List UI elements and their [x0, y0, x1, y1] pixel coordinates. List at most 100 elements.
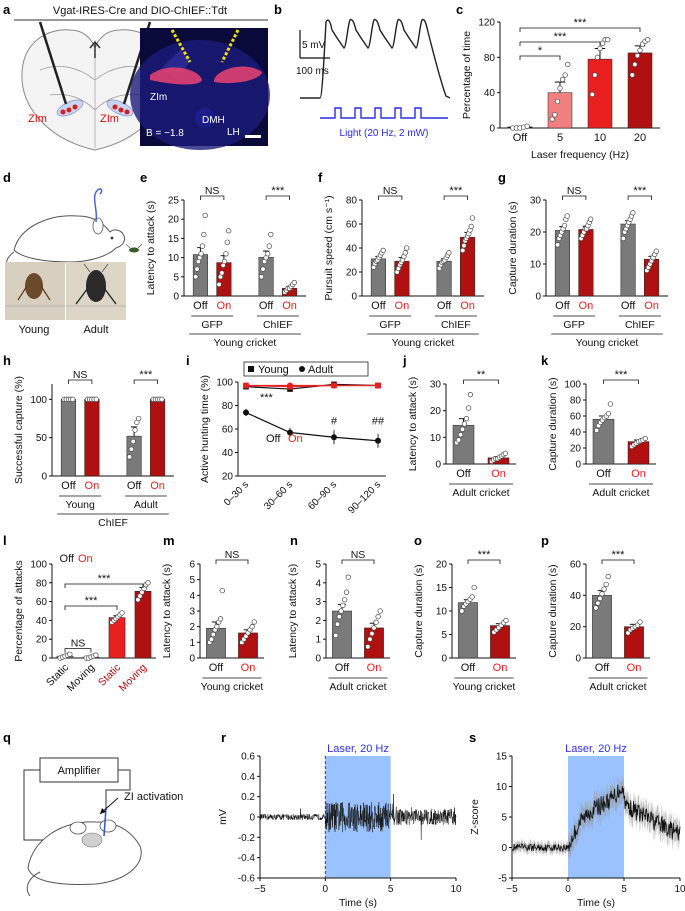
- o-ytick-label: 5: [441, 630, 447, 641]
- k-sig-label: ***: [615, 369, 629, 381]
- l-sig-bracket: [64, 605, 118, 610]
- f-group-label: ChIEF: [441, 319, 471, 331]
- f-xtick-label: Off: [437, 300, 452, 312]
- e-point: [223, 251, 229, 257]
- h-sig-bracket: [133, 379, 158, 384]
- s-ytick-label: 0: [501, 843, 507, 854]
- c-point: [632, 61, 638, 68]
- f-point: [404, 245, 410, 251]
- p-ytick-label: 0: [575, 654, 581, 665]
- l-ylabel: Percentage of attacks: [13, 560, 25, 662]
- l-sig-label: ***: [85, 595, 99, 607]
- c-point: [549, 116, 555, 122]
- l-legend-off: Off: [60, 553, 75, 565]
- h-point: [128, 446, 135, 452]
- s-ylabel: Z-score: [469, 799, 481, 835]
- f-ytick-label: 0: [351, 292, 357, 303]
- l-point: [119, 610, 125, 616]
- n-ytick-label: 0: [315, 654, 321, 665]
- h-group-label: Young: [65, 499, 95, 511]
- m-point: [219, 587, 225, 594]
- f-sig-label: NS: [383, 185, 398, 197]
- f-point: [468, 223, 474, 230]
- n-point: [345, 574, 351, 580]
- s-xtick-label: 0: [565, 884, 571, 895]
- p-ylabel: Capture duration (s): [547, 564, 559, 657]
- membrane-trace: [300, 18, 451, 99]
- i-xtick-label: 60–90 s: [306, 479, 339, 512]
- g-ytick-label: 20: [530, 228, 542, 239]
- m-point: [214, 624, 220, 630]
- i-legend-square: [248, 366, 254, 372]
- h-point: [136, 415, 142, 422]
- amplifier-label: Amplifier: [58, 765, 101, 777]
- g-point: [588, 216, 594, 222]
- h-sig-label: NS: [73, 369, 88, 381]
- g-ytick-label: 30: [530, 196, 542, 207]
- c-bar: [627, 52, 653, 129]
- c-point: [559, 76, 566, 83]
- h-point: [130, 438, 136, 445]
- c-point: [645, 37, 651, 43]
- m-ytick-label: 1: [189, 638, 195, 649]
- panel-label-f: f: [318, 170, 323, 185]
- i-legend-young: Young: [258, 364, 289, 376]
- k-xtick-label: Off: [596, 468, 611, 480]
- k-ytick-label: 60: [570, 412, 582, 423]
- o-point: [459, 608, 465, 614]
- left-zim-label-1: ZIm: [28, 113, 47, 125]
- r-ylabel: mV: [217, 809, 229, 825]
- g-footer: Young cricket: [576, 337, 639, 349]
- h-sig-label: ***: [139, 369, 153, 381]
- i-annotation: ***: [260, 392, 274, 404]
- panel-label-k: k: [541, 353, 549, 368]
- histology-dmh-label: DMH: [202, 115, 225, 126]
- m-xtick-label: Off: [209, 662, 224, 674]
- h-bar: [60, 399, 76, 477]
- f-ytick-label: 80: [346, 196, 358, 207]
- c-xtick-label: 5: [557, 132, 563, 144]
- m-ytick-label: 3: [189, 607, 195, 618]
- g-ylabel: Capture duration (s): [507, 201, 519, 294]
- l-xtick-label: Moving: [117, 662, 150, 695]
- panel-label-a: a: [3, 2, 11, 17]
- e-point: [216, 281, 222, 288]
- l-point: [93, 652, 99, 658]
- i-ytick-label: 80: [222, 401, 234, 412]
- cricket-photos: [5, 262, 126, 320]
- i-marker: [375, 437, 381, 444]
- r-xtick-label: −5: [254, 884, 266, 895]
- m-sig-label: NS: [225, 549, 240, 561]
- j-xtick-label: Off: [456, 468, 471, 480]
- s-ytick-label: 15: [496, 752, 508, 763]
- h-bar: [84, 399, 100, 477]
- c-xlabel: Laser frequency (Hz): [531, 149, 629, 161]
- o-sig-label: ***: [478, 549, 492, 561]
- i-marker: [287, 382, 293, 389]
- c-xtick-label: 20: [634, 132, 646, 144]
- e-point: [258, 274, 265, 280]
- f-xtick-label: On: [395, 300, 410, 312]
- n-sig-label: NS: [351, 549, 366, 561]
- m-point: [217, 616, 224, 622]
- m-point: [251, 619, 257, 625]
- e-point: [266, 243, 272, 249]
- j-point: [502, 450, 509, 456]
- light-label: Light (20 Hz, 2 mW): [340, 128, 429, 139]
- k-point: [642, 435, 648, 442]
- p-point: [599, 591, 605, 597]
- i-ytick-label: 40: [222, 448, 234, 459]
- g-xtick-label: On: [644, 300, 659, 312]
- l-xtick-label: Moving: [65, 662, 98, 695]
- m-ylabel: Latency to attack (s): [161, 564, 173, 659]
- e-point: [268, 231, 274, 238]
- j-point: [463, 416, 470, 422]
- g-point: [564, 213, 570, 219]
- i-annotation: ##: [372, 415, 385, 427]
- s-xtick-label: 5: [621, 884, 627, 895]
- r-laser-label: Laser, 20 Hz: [327, 743, 389, 755]
- o-point: [503, 617, 509, 624]
- g-xtick-label: Off: [621, 300, 636, 312]
- e-point: [199, 243, 206, 249]
- e-sig-bracket: [200, 195, 225, 200]
